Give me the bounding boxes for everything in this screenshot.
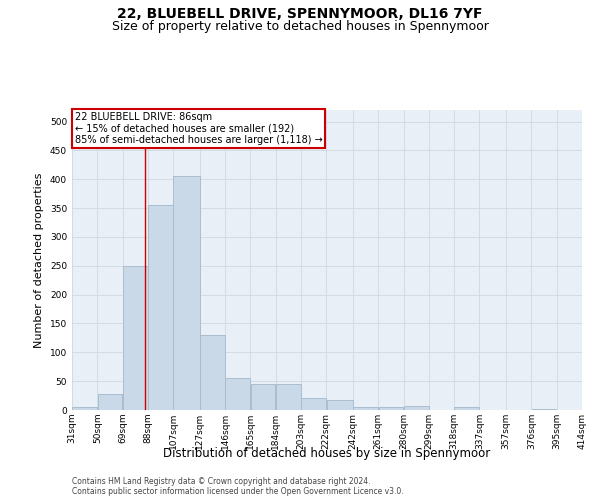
Bar	[353, 407, 378, 410]
Text: Distribution of detached houses by size in Spennymoor: Distribution of detached houses by size …	[163, 448, 491, 460]
Bar	[276, 384, 301, 410]
Bar	[404, 406, 428, 410]
Bar	[148, 205, 173, 410]
Text: Size of property relative to detached houses in Spennymoor: Size of property relative to detached ho…	[112, 20, 488, 33]
Text: 22 BLUEBELL DRIVE: 86sqm
← 15% of detached houses are smaller (192)
85% of semi-: 22 BLUEBELL DRIVE: 86sqm ← 15% of detach…	[74, 112, 322, 144]
Bar	[582, 409, 600, 410]
Bar	[98, 394, 122, 410]
Y-axis label: Number of detached properties: Number of detached properties	[34, 172, 44, 348]
Bar	[301, 398, 326, 410]
Bar	[379, 407, 403, 410]
Text: Contains public sector information licensed under the Open Government Licence v3: Contains public sector information licen…	[72, 488, 404, 496]
Bar	[326, 400, 353, 410]
Bar	[532, 409, 556, 410]
Bar	[123, 266, 148, 410]
Bar	[173, 176, 200, 410]
Bar	[200, 335, 225, 410]
Bar	[454, 407, 479, 410]
Text: 22, BLUEBELL DRIVE, SPENNYMOOR, DL16 7YF: 22, BLUEBELL DRIVE, SPENNYMOOR, DL16 7YF	[117, 8, 483, 22]
Bar	[72, 407, 97, 410]
Bar	[226, 378, 250, 410]
Bar	[251, 384, 275, 410]
Text: Contains HM Land Registry data © Crown copyright and database right 2024.: Contains HM Land Registry data © Crown c…	[72, 478, 371, 486]
